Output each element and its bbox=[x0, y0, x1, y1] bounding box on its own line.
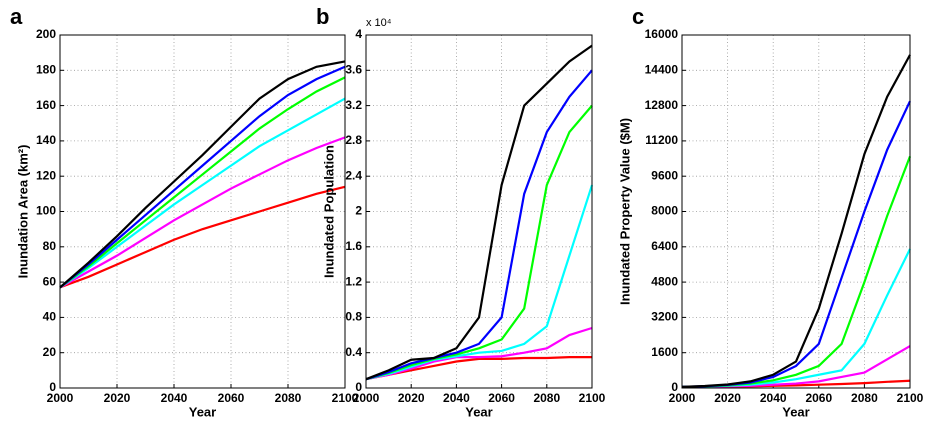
panel-label: a bbox=[10, 4, 23, 29]
y-tick-label: 4800 bbox=[651, 274, 678, 288]
series-line bbox=[365, 326, 593, 381]
y-tick-label: 2.4 bbox=[345, 168, 362, 182]
y-tick-label: 11200 bbox=[645, 133, 678, 147]
y-tick-label: 60 bbox=[43, 274, 57, 288]
x-tick-label: 2040 bbox=[760, 391, 787, 405]
series-line bbox=[365, 356, 592, 381]
y-tick-label: 160 bbox=[36, 98, 56, 112]
y-tick-label: 3.2 bbox=[345, 98, 362, 112]
y-tick-label: 3200 bbox=[651, 310, 678, 324]
y-tick-label: 40 bbox=[43, 310, 57, 324]
y-tick-label: 3.6 bbox=[345, 62, 362, 76]
y-axis-label: Inundated Property Value ($M) bbox=[617, 118, 632, 305]
y-tick-label: 6400 bbox=[651, 239, 678, 253]
y-tick-label: 0.4 bbox=[345, 345, 362, 359]
series-line bbox=[59, 60, 346, 289]
series-line bbox=[59, 97, 346, 289]
panel-label: b bbox=[316, 4, 329, 29]
series-line bbox=[59, 136, 346, 289]
y-axis-label: Inundation Area (km²) bbox=[15, 145, 30, 279]
x-tick-label: 2080 bbox=[275, 391, 302, 405]
x-tick-label: 2020 bbox=[714, 391, 741, 405]
series-line bbox=[365, 104, 593, 381]
x-tick-label: 2060 bbox=[805, 391, 832, 405]
plot-frame bbox=[365, 34, 593, 389]
y-tick-label: 1.6 bbox=[345, 239, 362, 253]
y-tick-label: 16000 bbox=[645, 27, 679, 41]
y-tick-label: 14400 bbox=[645, 62, 679, 76]
axis-multiplier: x 10⁴ bbox=[366, 17, 392, 29]
x-axis-label: Year bbox=[782, 404, 809, 419]
y-tick-label: 9600 bbox=[651, 168, 678, 182]
series-line bbox=[681, 155, 912, 388]
y-tick-label: 4 bbox=[355, 27, 362, 41]
y-tick-label: 120 bbox=[36, 168, 56, 182]
x-tick-label: 2100 bbox=[579, 391, 606, 405]
series-line bbox=[59, 76, 346, 289]
x-axis-label: Year bbox=[189, 404, 216, 419]
y-tick-label: 0.8 bbox=[345, 310, 362, 324]
series-line bbox=[59, 185, 346, 289]
y-tick-label: 8000 bbox=[651, 204, 678, 218]
series-line bbox=[365, 184, 594, 381]
x-tick-label: 2020 bbox=[398, 391, 425, 405]
y-tick-label: 200 bbox=[36, 27, 56, 41]
y-tick-label: 20 bbox=[43, 345, 57, 359]
y-tick-label: 2 bbox=[355, 204, 362, 218]
series-line bbox=[365, 69, 593, 381]
y-axis-label: Inundated Population bbox=[321, 145, 336, 278]
x-tick-label: 2080 bbox=[533, 391, 560, 405]
y-tick-label: 140 bbox=[36, 133, 56, 147]
series-line bbox=[59, 65, 346, 289]
x-axis-label: Year bbox=[465, 404, 492, 419]
x-tick-label: 2000 bbox=[47, 391, 74, 405]
y-tick-label: 180 bbox=[36, 62, 56, 76]
x-tick-label: 2080 bbox=[851, 391, 878, 405]
x-tick-label: 2020 bbox=[104, 391, 131, 405]
panel-label: c bbox=[632, 4, 644, 29]
x-tick-label: 2060 bbox=[218, 391, 245, 405]
plot-frame bbox=[681, 34, 911, 389]
y-tick-label: 100 bbox=[36, 204, 56, 218]
y-tick-label: 12800 bbox=[645, 98, 679, 112]
y-tick-label: 80 bbox=[43, 239, 57, 253]
plot-frame bbox=[59, 34, 346, 389]
y-tick-label: 2.8 bbox=[345, 133, 362, 147]
y-tick-label: 1600 bbox=[651, 345, 678, 359]
y-tick-label: 0 bbox=[355, 380, 362, 394]
x-tick-label: 2040 bbox=[161, 391, 188, 405]
y-tick-label: 0 bbox=[671, 380, 678, 394]
y-tick-label: 1.2 bbox=[345, 274, 362, 288]
x-tick-label: 2000 bbox=[669, 391, 696, 405]
x-tick-label: 2100 bbox=[332, 391, 359, 405]
series-line bbox=[365, 44, 593, 381]
x-tick-label: 2000 bbox=[353, 391, 380, 405]
y-tick-label: 0 bbox=[49, 380, 56, 394]
series-line bbox=[681, 54, 911, 388]
x-tick-label: 2060 bbox=[488, 391, 515, 405]
x-tick-label: 2100 bbox=[897, 391, 924, 405]
x-tick-label: 2040 bbox=[443, 391, 470, 405]
series-line bbox=[681, 100, 911, 388]
